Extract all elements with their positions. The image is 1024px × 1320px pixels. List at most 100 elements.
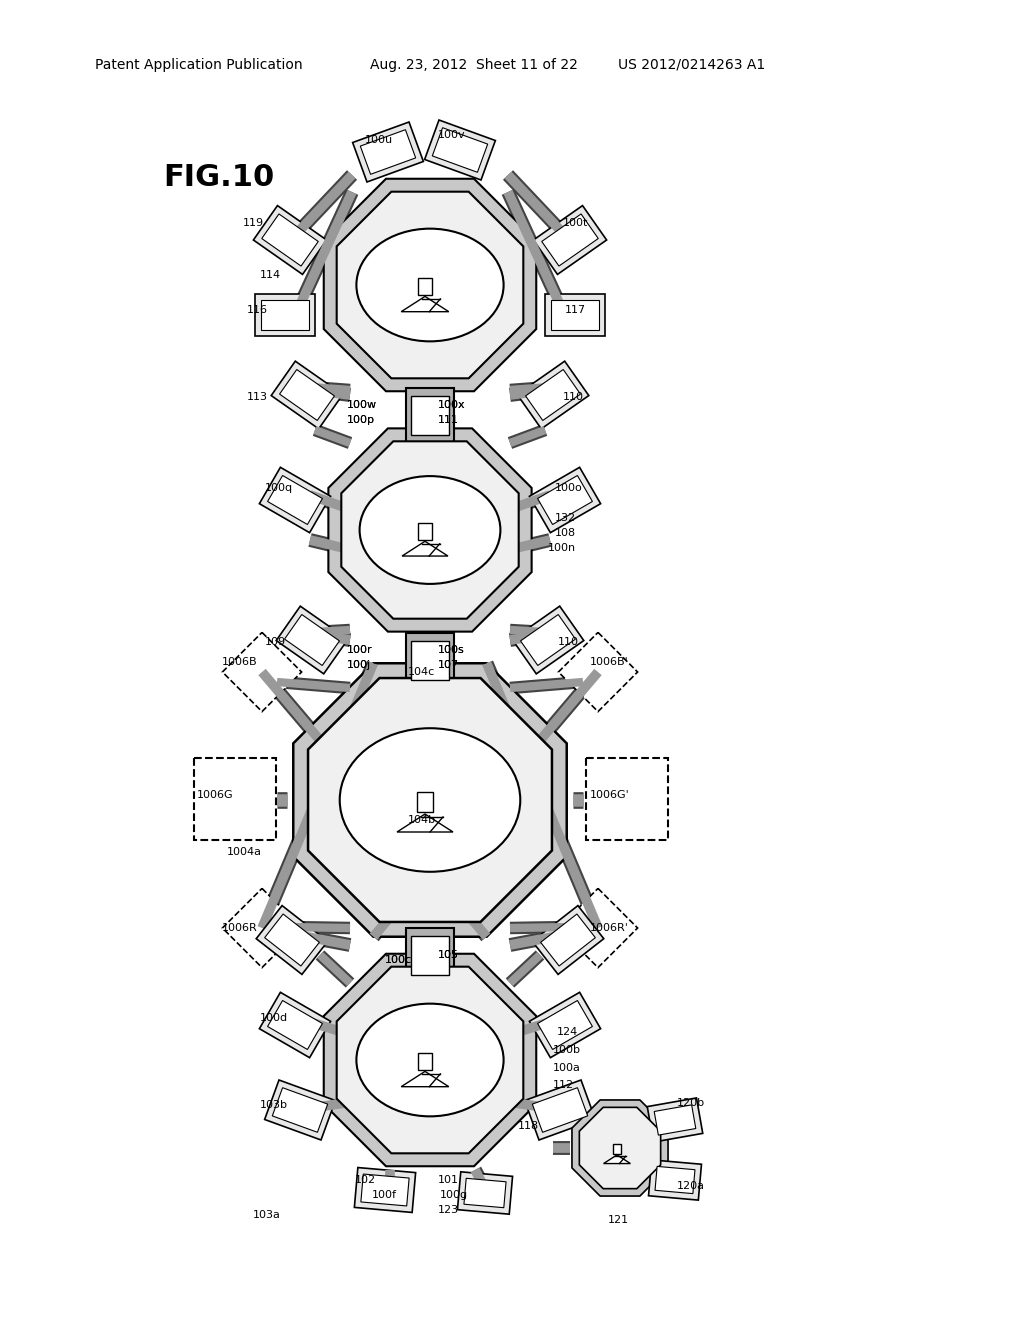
Bar — [352, 121, 423, 182]
Ellipse shape — [359, 477, 501, 583]
Bar — [529, 467, 601, 533]
Bar — [259, 467, 331, 533]
Ellipse shape — [340, 729, 520, 871]
Text: 100f: 100f — [372, 1191, 397, 1200]
Text: 117: 117 — [565, 305, 586, 315]
Bar — [411, 936, 449, 974]
Bar — [419, 523, 431, 540]
Ellipse shape — [356, 228, 504, 342]
Bar — [280, 370, 335, 421]
Text: 103b: 103b — [260, 1100, 288, 1110]
Bar — [542, 214, 598, 267]
Text: 1006B': 1006B' — [590, 657, 629, 667]
Text: 100g: 100g — [440, 1191, 468, 1200]
Bar — [538, 475, 593, 524]
Polygon shape — [324, 954, 537, 1167]
Bar — [417, 792, 433, 812]
Text: 100c: 100c — [385, 954, 412, 965]
Text: 100o: 100o — [555, 483, 583, 492]
Bar — [264, 913, 319, 966]
Text: 111: 111 — [438, 414, 459, 425]
Bar — [538, 1001, 593, 1049]
Bar — [222, 888, 302, 968]
Polygon shape — [341, 441, 519, 619]
Bar — [285, 615, 339, 665]
Bar — [551, 300, 599, 330]
Text: 100p: 100p — [347, 414, 375, 425]
Polygon shape — [293, 663, 566, 937]
Text: 110: 110 — [558, 638, 579, 647]
Text: Aug. 23, 2012  Sheet 11 of 22: Aug. 23, 2012 Sheet 11 of 22 — [370, 58, 578, 73]
Text: 124: 124 — [557, 1027, 579, 1038]
Text: 101: 101 — [438, 1175, 459, 1185]
Bar — [532, 1088, 588, 1133]
Bar — [271, 362, 343, 429]
Bar — [613, 1144, 621, 1154]
Bar — [262, 214, 318, 267]
Bar — [524, 1080, 595, 1140]
Text: 100v: 100v — [438, 129, 466, 140]
Bar — [354, 1168, 416, 1213]
Text: 100j: 100j — [347, 660, 371, 671]
Text: 100a: 100a — [553, 1063, 581, 1073]
Text: 100x: 100x — [438, 400, 466, 411]
Bar — [517, 362, 589, 429]
Bar — [425, 120, 496, 180]
Text: 100s: 100s — [438, 645, 465, 655]
Text: 118: 118 — [518, 1121, 539, 1131]
Bar — [655, 1167, 695, 1193]
Polygon shape — [580, 1107, 660, 1188]
Text: 100r: 100r — [347, 645, 373, 655]
Text: 108: 108 — [555, 528, 577, 539]
Bar — [586, 758, 668, 840]
Bar — [259, 993, 331, 1057]
Text: 100d: 100d — [260, 1012, 288, 1023]
Polygon shape — [397, 814, 453, 832]
Text: 100t: 100t — [563, 218, 589, 228]
Bar — [418, 277, 432, 294]
Polygon shape — [329, 429, 531, 632]
Polygon shape — [572, 1100, 668, 1196]
Bar — [534, 206, 606, 275]
Bar — [406, 928, 454, 982]
Text: 1006G: 1006G — [197, 789, 233, 800]
Text: US 2012/0214263 A1: US 2012/0214263 A1 — [618, 58, 765, 73]
Bar — [464, 1179, 506, 1208]
Bar — [267, 1001, 323, 1049]
Ellipse shape — [356, 1003, 504, 1117]
Text: 1006R': 1006R' — [590, 923, 629, 933]
Text: 103a: 103a — [253, 1210, 281, 1220]
Text: 100n: 100n — [548, 543, 577, 553]
Text: 109: 109 — [265, 638, 286, 647]
Text: 132: 132 — [555, 513, 577, 523]
Bar — [532, 906, 604, 974]
Bar — [558, 888, 638, 968]
Bar — [458, 1172, 513, 1214]
Text: 102: 102 — [355, 1175, 376, 1185]
Text: 105: 105 — [438, 950, 459, 960]
Text: 100b: 100b — [553, 1045, 581, 1055]
Bar — [647, 1098, 702, 1142]
Polygon shape — [401, 1072, 449, 1086]
Bar — [272, 1088, 328, 1133]
Text: Patent Application Publication: Patent Application Publication — [95, 58, 303, 73]
Text: 100c: 100c — [385, 954, 412, 965]
Bar — [525, 370, 581, 421]
Text: 1006B: 1006B — [222, 657, 258, 667]
Text: 120b: 120b — [677, 1098, 706, 1107]
Bar — [558, 632, 638, 711]
Text: 100j: 100j — [347, 660, 371, 671]
Text: 116: 116 — [247, 305, 268, 315]
Bar — [253, 206, 327, 275]
Bar — [406, 632, 454, 688]
Text: 100w: 100w — [347, 400, 377, 411]
Text: 113: 113 — [247, 392, 268, 403]
Bar — [545, 294, 605, 337]
Text: 105: 105 — [438, 950, 459, 960]
Bar — [360, 1173, 410, 1206]
Text: 100q: 100q — [265, 483, 293, 492]
Bar — [411, 640, 449, 680]
Bar — [256, 906, 328, 974]
Text: 112: 112 — [553, 1080, 574, 1090]
Text: 100u: 100u — [365, 135, 393, 145]
